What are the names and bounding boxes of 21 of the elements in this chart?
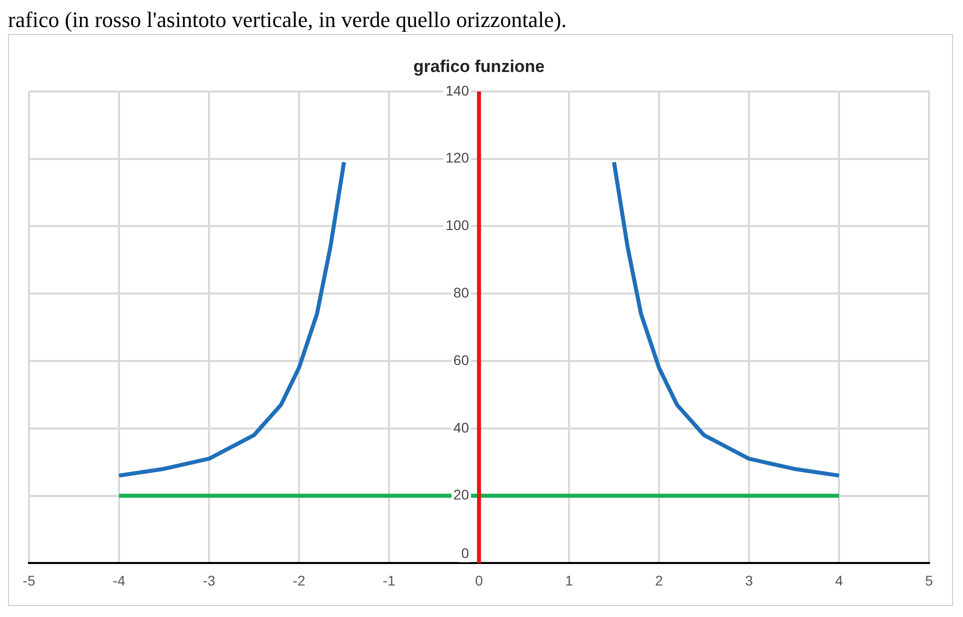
text: rafico (in rosso l'asintoto verticale, in verde quello orizzontale). — [8, 7, 568, 32]
x-tick-label: -3 — [202, 572, 216, 588]
y-tick-label: 80 — [453, 284, 470, 300]
y-tick-label: 0 — [461, 545, 470, 562]
x-tick-label: 1 — [565, 572, 574, 588]
y-tick-label: 140 — [446, 82, 470, 98]
x-tick-label: 0 — [475, 572, 484, 588]
x-tick-label: 2 — [655, 572, 664, 588]
y-tick-label: 100 — [446, 217, 470, 234]
y-tick-label: 20 — [453, 486, 470, 503]
x-tick-label: 5 — [925, 572, 934, 588]
x-tick-label: -1 — [382, 572, 396, 588]
y-tick-label: 120 — [446, 150, 470, 166]
chart-title: grafico funzione — [413, 56, 545, 76]
y-tick-label: 40 — [453, 419, 470, 436]
x-tick-label: 3 — [745, 572, 754, 588]
x-tick-label: 4 — [835, 572, 844, 588]
x-tick-label: -5 — [22, 572, 36, 588]
x-tick-label: -2 — [292, 572, 306, 588]
x-tick-label: -4 — [112, 572, 126, 588]
y-tick-label: 60 — [453, 352, 470, 368]
